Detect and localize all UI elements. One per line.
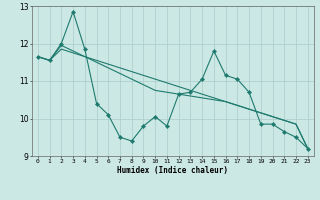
X-axis label: Humidex (Indice chaleur): Humidex (Indice chaleur) [117,166,228,175]
